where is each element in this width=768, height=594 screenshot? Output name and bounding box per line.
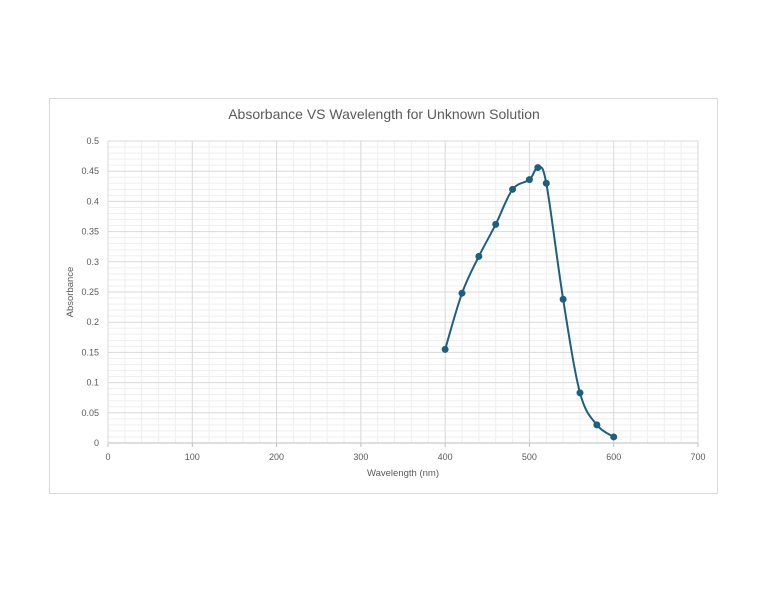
x-tick-label: 400	[438, 452, 453, 462]
data-point	[525, 176, 533, 184]
y-tick-label: 0.25	[81, 287, 99, 297]
x-tick-labels: 0 100 200 300 400 500 600 700	[105, 452, 705, 462]
y-tick-label: 0.4	[86, 196, 99, 206]
y-tick-label: 0.5	[86, 136, 99, 146]
y-tick-label: 0.05	[81, 408, 99, 418]
y-tick-label: 0.45	[81, 166, 99, 176]
y-tick-label: 0	[94, 438, 99, 448]
y-tick-label: 0.3	[86, 257, 99, 267]
data-point	[441, 345, 449, 353]
y-tick-label: 0.1	[86, 378, 99, 388]
x-tick-label: 200	[269, 452, 284, 462]
x-tick-label: 100	[185, 452, 200, 462]
x-tick-label: 500	[522, 452, 537, 462]
data-point	[458, 289, 466, 297]
data-point	[475, 252, 483, 260]
x-tick-label: 600	[606, 452, 621, 462]
data-point	[576, 389, 584, 397]
data-point	[542, 179, 550, 187]
data-point	[559, 295, 567, 303]
x-tick-label: 300	[353, 452, 368, 462]
data-point	[492, 220, 500, 228]
y-tick-label: 0.2	[86, 317, 99, 327]
y-tick-label: 0.35	[81, 227, 99, 237]
data-point	[509, 185, 517, 193]
chart-area	[49, 98, 718, 494]
x-tick-label: 0	[105, 452, 110, 462]
y-tick-labels: 0 0.05 0.1 0.15 0.2 0.25 0.3 0.35 0.4 0.45 0.5	[81, 136, 99, 448]
data-point	[534, 164, 542, 172]
data-point	[610, 433, 618, 441]
data-point	[593, 421, 601, 429]
y-axis-label: Absorbance	[65, 267, 76, 318]
major-gridlines	[107, 140, 699, 444]
x-tick-label: 700	[690, 452, 705, 462]
x-axis-label: Wavelength (nm)	[367, 468, 439, 479]
data-series	[441, 164, 618, 441]
chart-title: Absorbance VS Wavelength for Unknown Sol…	[228, 106, 540, 122]
y-tick-label: 0.15	[81, 347, 99, 357]
axes	[107, 141, 699, 447]
